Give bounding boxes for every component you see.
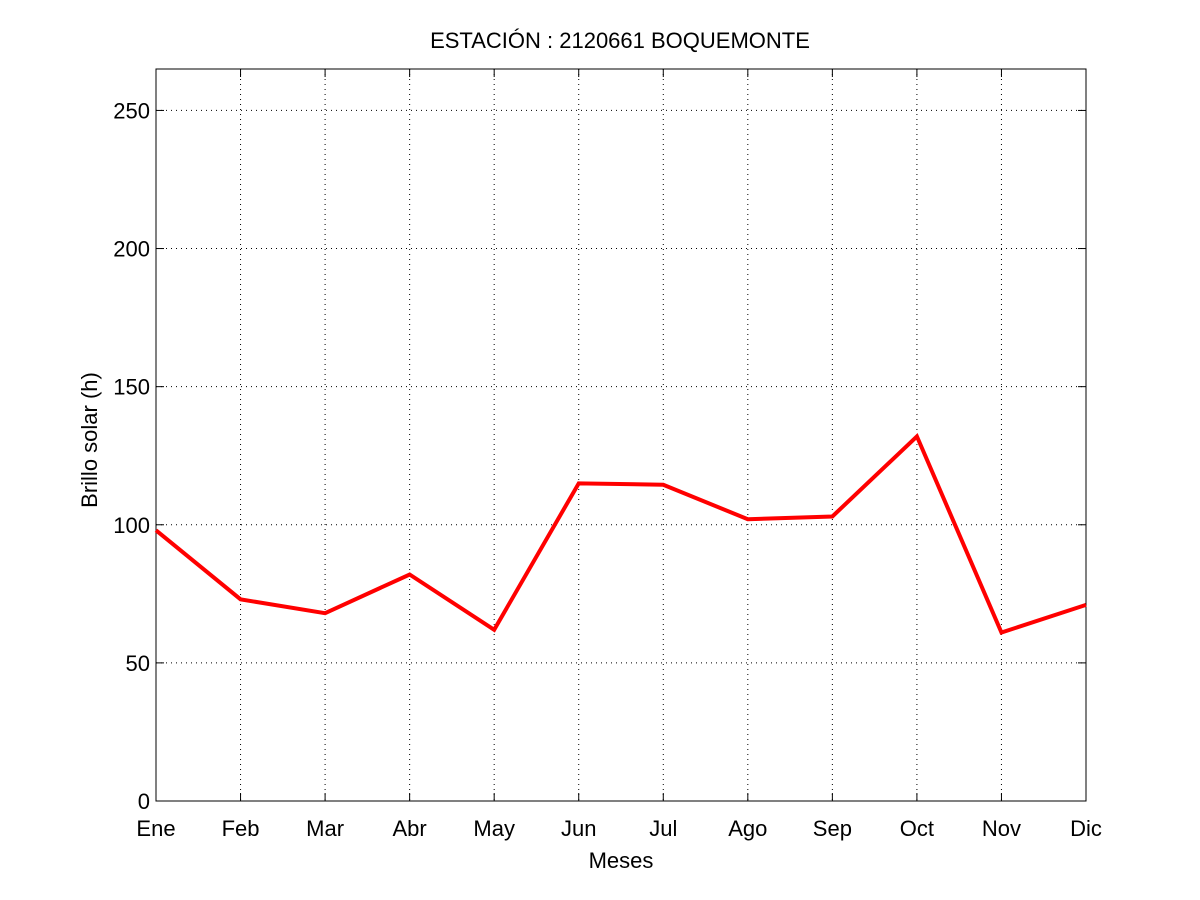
x-tick-label: Jul xyxy=(649,816,677,841)
x-tick-label: Ago xyxy=(728,816,767,841)
y-axis-label: Brillo solar (h) xyxy=(77,372,102,508)
x-tick-label: Feb xyxy=(222,816,260,841)
x-tick-label: Oct xyxy=(900,816,934,841)
y-tick-label: 100 xyxy=(113,513,150,538)
x-tick-label: Sep xyxy=(813,816,852,841)
x-tick-label: May xyxy=(473,816,515,841)
x-axis-label: Meses xyxy=(589,848,654,873)
series-layer xyxy=(154,432,1087,635)
plot-frame xyxy=(155,68,1087,802)
x-tick-label: Jun xyxy=(561,816,596,841)
x-tick-label: Dic xyxy=(1070,816,1102,841)
y-tick-label: 200 xyxy=(113,237,150,262)
x-tick-label: Mar xyxy=(306,816,344,841)
x-tick-label: Nov xyxy=(982,816,1021,841)
grid-lines xyxy=(156,69,1086,801)
axis-ticks: Ene Feb Mar Abr May Jun Jul Ago Sep Oct Nov Dic 0 50 1… xyxy=(113,69,1102,841)
y-tick-label: 250 xyxy=(113,98,150,123)
chart-title: ESTACIÓN : 2120661 BOQUEMONTE xyxy=(430,28,810,53)
y-tick-label: 0 xyxy=(138,789,150,814)
x-tick-label: Abr xyxy=(393,816,427,841)
x-tick-label: Ene xyxy=(136,816,175,841)
y-tick-label: 150 xyxy=(113,375,150,400)
y-tick-label: 50 xyxy=(126,651,150,676)
series-line xyxy=(154,432,1087,635)
